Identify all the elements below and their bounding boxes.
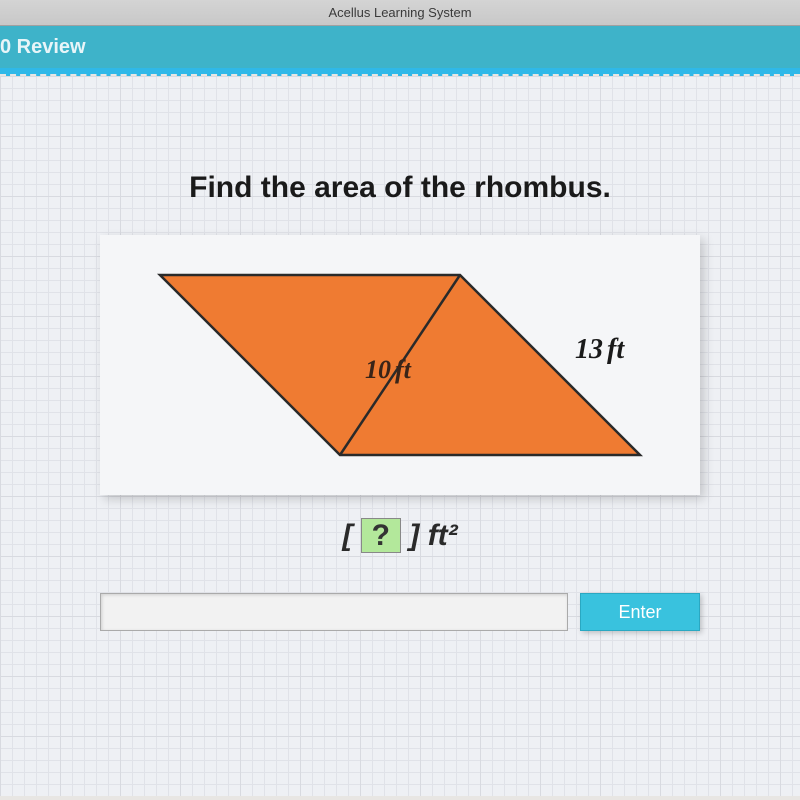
review-label: 0 Review [0,36,86,58]
answer-template: [ ? ] ft² [0,519,800,553]
answer-input[interactable] [100,593,568,631]
window-title: Acellus Learning System [328,5,471,20]
rhombus-diagram: 10ft 13ft [120,250,680,480]
side-length-label: 13ft [575,334,625,365]
diagonal-length-label: 10ft [365,355,412,384]
answer-bracket-close: ] [409,519,419,552]
answer-bracket-open: [ [342,519,352,552]
window-title-bar: Acellus Learning System [0,0,800,26]
figure-container: 10ft 13ft [100,235,700,495]
answer-unit: ft² [428,519,458,552]
enter-button[interactable]: Enter [580,593,700,631]
content-area: Find the area of the rhombus. 10ft 13ft … [0,76,800,796]
answer-blank: ? [361,518,401,553]
review-header: 0 Review [0,26,800,68]
accent-strip [0,68,800,76]
question-prompt: Find the area of the rhombus. [0,171,800,205]
input-row: Enter [100,593,700,631]
